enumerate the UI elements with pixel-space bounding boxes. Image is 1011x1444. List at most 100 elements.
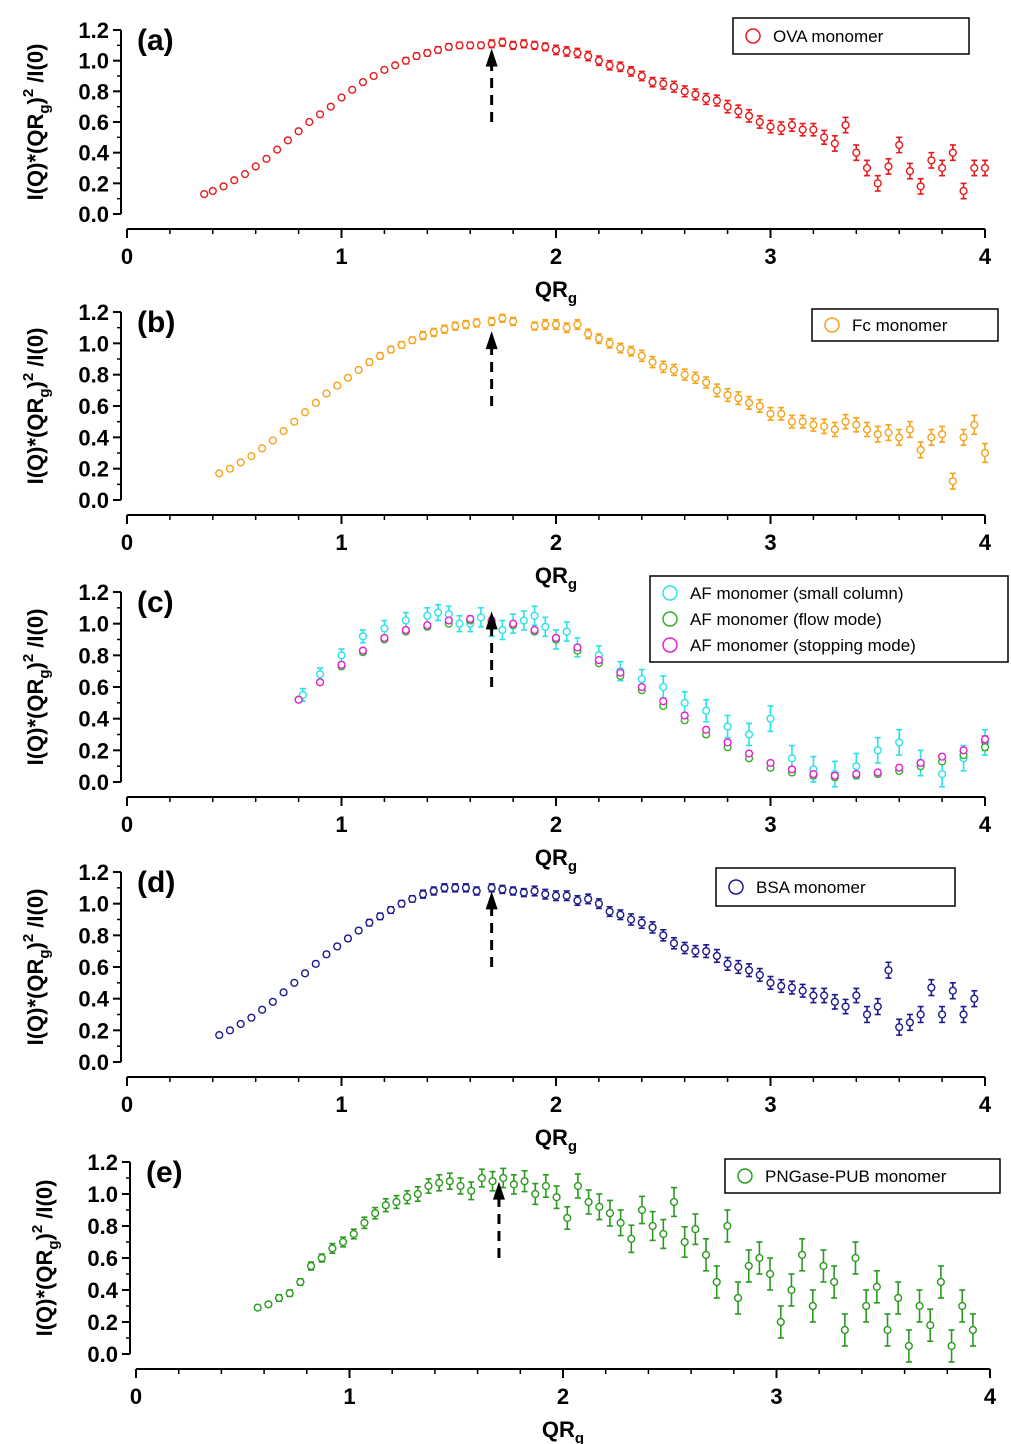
data-point <box>279 988 288 997</box>
data-point <box>980 448 990 458</box>
data-point <box>883 1325 892 1335</box>
data-point <box>648 358 657 367</box>
data-point <box>322 389 331 398</box>
legend-box <box>715 867 956 907</box>
data-point <box>274 1293 284 1303</box>
legend-box <box>649 575 1009 663</box>
data-point <box>862 1301 871 1311</box>
data-point <box>744 749 754 758</box>
y-tick-label: 0.0 <box>78 202 109 227</box>
data-point <box>669 1197 679 1207</box>
data-point <box>423 621 432 630</box>
peak-arrow-head <box>485 891 498 910</box>
data-point <box>584 329 593 339</box>
legend-marker <box>662 585 678 601</box>
x-tick-label: 3 <box>764 530 776 555</box>
x-tick-label: 3 <box>764 1092 776 1117</box>
data-point <box>498 625 507 635</box>
data-point <box>637 1205 647 1215</box>
peak-arrow-head <box>485 611 498 630</box>
x-tick-label: 1 <box>335 812 347 837</box>
data-point <box>508 886 518 896</box>
data-point <box>765 1269 775 1279</box>
data-point <box>980 743 990 752</box>
data-point <box>552 1193 561 1202</box>
data-point <box>403 1193 412 1202</box>
data-point <box>423 611 432 620</box>
data-point <box>733 1293 743 1303</box>
data-point <box>354 365 363 375</box>
data-point <box>820 133 829 142</box>
data-point <box>472 886 481 896</box>
data-point <box>744 398 754 407</box>
x-axis-title: QRg <box>535 277 577 307</box>
x-tick-label: 4 <box>984 1384 997 1409</box>
data-point <box>472 318 481 328</box>
panel-label: (d) <box>137 866 175 899</box>
data-point <box>702 94 711 104</box>
data-point <box>905 166 915 176</box>
data-point <box>970 163 979 173</box>
data-point <box>294 127 303 136</box>
data-point <box>487 317 496 326</box>
data-point <box>701 1250 711 1259</box>
data-point <box>530 625 539 635</box>
chart-panel-b: 0.0 0.2 0.4 0.6 0.8 1.0 1.2 0 1 2 3 4 QRg I(Q)*(QRg)2… <box>20 300 999 593</box>
data-point <box>326 102 335 111</box>
data-point <box>926 1321 935 1330</box>
x-tick-label: 3 <box>770 1384 782 1409</box>
data-point <box>787 417 797 426</box>
data-point <box>766 409 775 418</box>
data-point <box>268 997 277 1006</box>
data-point <box>626 915 636 924</box>
y-tick-label: 1.2 <box>78 860 109 885</box>
data-point <box>315 670 325 679</box>
data-point <box>616 343 625 353</box>
data-point <box>433 608 443 617</box>
data-point <box>776 1317 785 1327</box>
data-point <box>401 625 410 635</box>
data-point <box>809 125 818 134</box>
data-point <box>305 117 314 127</box>
data-point <box>440 883 449 892</box>
data-point <box>905 425 915 434</box>
legend-box <box>811 308 999 342</box>
data-point <box>322 950 331 959</box>
data-point <box>948 986 957 995</box>
data-point <box>798 986 807 995</box>
data-point <box>959 1010 968 1019</box>
legend-label: Fc monomer <box>852 316 948 335</box>
data-point <box>429 328 438 337</box>
data-point <box>285 1289 294 1298</box>
x-tick-label: 0 <box>121 244 133 269</box>
data-point <box>392 1197 401 1207</box>
data-point <box>290 417 299 426</box>
data-point <box>927 156 936 165</box>
data-point <box>669 82 679 91</box>
data-point <box>937 430 947 439</box>
x-tick-label: 3 <box>764 812 776 837</box>
data-point <box>563 1213 572 1223</box>
data-point <box>498 314 507 323</box>
data-point <box>562 47 571 56</box>
data-point <box>369 71 378 81</box>
data-point <box>311 959 320 968</box>
data-point <box>894 1293 903 1303</box>
data-point <box>723 738 732 747</box>
data-point <box>616 910 625 919</box>
data-point <box>830 771 839 780</box>
data-point <box>723 722 732 731</box>
data-point <box>637 682 646 692</box>
data-point <box>343 934 353 943</box>
data-point <box>258 1005 267 1014</box>
data-point <box>648 78 657 87</box>
data-point <box>809 991 818 1000</box>
data-point <box>337 93 346 102</box>
data-point <box>268 436 277 445</box>
data-point <box>338 1237 348 1247</box>
data-point <box>702 706 711 715</box>
series-1 <box>215 883 979 1040</box>
data-point <box>702 725 711 734</box>
peak-arrow-head <box>485 331 498 350</box>
